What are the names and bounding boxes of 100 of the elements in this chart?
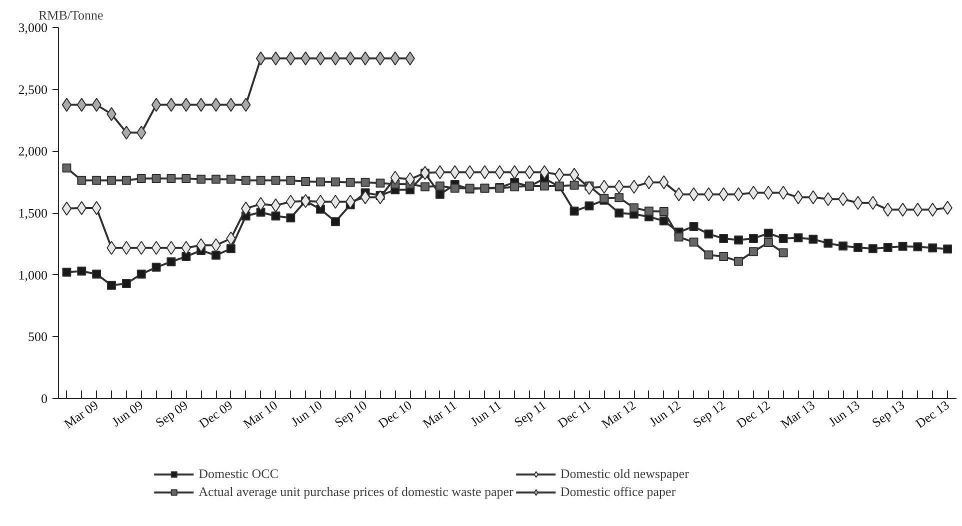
point (375, 51, 386, 66)
x-tick-label: Sep 12 (690, 397, 728, 430)
x-tick-label: Mar 11 (420, 397, 460, 432)
point (630, 203, 639, 212)
point (569, 168, 580, 182)
x-tick-label: Mar 09 (61, 397, 101, 432)
y-tick-label: 3,000 (18, 20, 48, 35)
point (107, 280, 116, 290)
point (793, 190, 804, 204)
point (151, 240, 162, 255)
point (570, 180, 579, 190)
point (734, 256, 744, 266)
legend-label: Actual average unit purchase prices of domestic waste paper (198, 484, 514, 500)
point (166, 174, 176, 183)
point (882, 202, 893, 217)
point (420, 182, 430, 192)
point (256, 208, 266, 217)
x-tick-label: Mar 10 (240, 397, 280, 432)
point (316, 177, 326, 186)
point (659, 207, 668, 216)
y-tick-label: 500 (28, 329, 48, 344)
point (912, 202, 923, 217)
y-tick-label: 0 (41, 391, 48, 406)
x-tick-label: Mar 13 (778, 397, 818, 432)
point (286, 213, 296, 222)
point (898, 242, 908, 251)
point (256, 51, 266, 66)
point (136, 174, 146, 183)
point (346, 178, 355, 187)
point (62, 268, 72, 277)
point (778, 248, 788, 258)
point (226, 244, 236, 254)
x-tick-label: Sep 11 (511, 397, 549, 430)
point (212, 174, 221, 184)
y-tick-label: 1,500 (18, 206, 48, 220)
point (122, 176, 131, 185)
point (674, 232, 684, 242)
point (270, 198, 281, 212)
point (943, 244, 952, 254)
point (182, 174, 191, 183)
point (794, 233, 803, 242)
point (688, 187, 699, 202)
point (913, 242, 922, 252)
point (360, 178, 370, 187)
point (166, 98, 176, 112)
point (450, 184, 460, 193)
point (734, 235, 744, 244)
x-tick-label: Jun 10 (288, 397, 325, 430)
y-tick-label: 2,500 (18, 82, 48, 97)
point (360, 190, 370, 204)
point (778, 186, 788, 200)
point (704, 187, 714, 202)
point (226, 174, 236, 184)
point (92, 176, 102, 185)
point (330, 177, 340, 186)
point (719, 252, 728, 262)
x-tick-label: Dec 11 (554, 397, 594, 431)
point (270, 51, 281, 66)
point (151, 98, 162, 112)
point (764, 228, 773, 238)
point (674, 187, 684, 202)
x-tick-label: Dec 09 (196, 397, 236, 431)
point (376, 178, 385, 188)
point (853, 243, 862, 252)
y-tick-label: 2,000 (18, 144, 48, 159)
point (62, 202, 72, 216)
point (212, 250, 221, 260)
point (241, 176, 250, 185)
point (271, 211, 280, 220)
point (719, 234, 728, 243)
point (62, 163, 72, 172)
point (152, 262, 161, 272)
point (196, 174, 206, 184)
point (540, 182, 549, 191)
point (704, 250, 714, 260)
point (584, 201, 594, 210)
x-tick-label: Jun 11 (468, 397, 504, 430)
point (928, 243, 938, 252)
point (464, 165, 475, 180)
point (77, 176, 86, 185)
point (689, 222, 698, 231)
point (644, 206, 654, 216)
point (689, 238, 698, 247)
point (301, 176, 310, 186)
point (570, 206, 579, 216)
x-tick-label: Sep 13 (869, 397, 908, 430)
y-axis-title: RMB/Tonne (38, 8, 104, 22)
point (360, 51, 370, 66)
point (584, 180, 594, 195)
point (778, 234, 788, 243)
x-tick-label: Dec 10 (375, 397, 414, 431)
x-tick-label: Sep 09 (152, 397, 190, 430)
point (435, 190, 444, 199)
point (480, 165, 490, 180)
point (77, 266, 86, 276)
point (136, 270, 146, 279)
point (62, 98, 72, 112)
point (704, 230, 714, 239)
point (868, 244, 878, 254)
legend-label: Domestic old newspaper (560, 466, 690, 482)
